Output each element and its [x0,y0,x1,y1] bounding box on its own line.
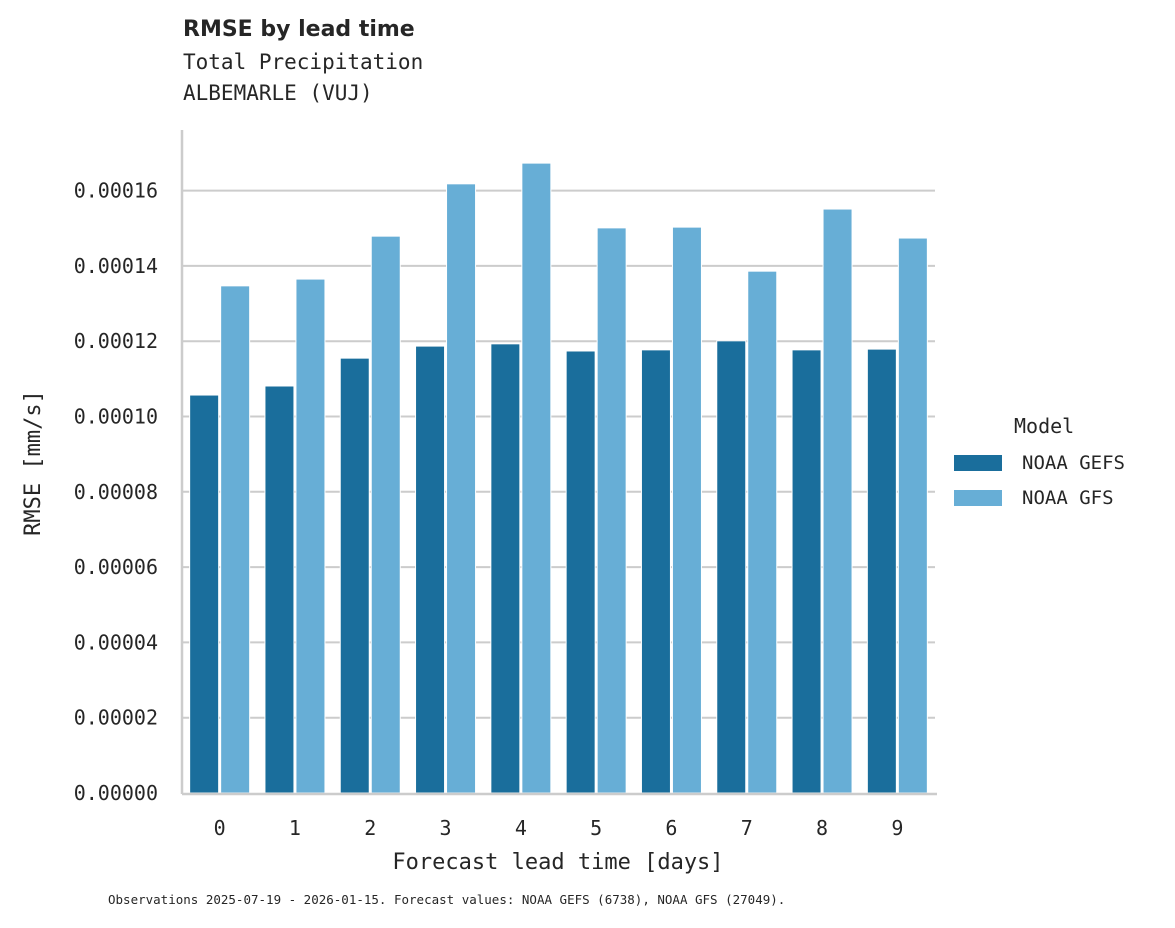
bar-noaa-gefs [565,350,596,794]
x-tick-label: 7 [741,816,753,840]
y-tick-label: 0.00010 [74,405,158,429]
y-tick-label: 0.00000 [74,781,158,805]
bar-noaa-gefs [189,394,220,794]
bar-noaa-gfs [747,270,778,794]
chart-title: RMSE by lead time [183,17,415,42]
bar-noaa-gefs [264,385,295,794]
bar-noaa-gfs [295,278,326,794]
bar-noaa-gfs [596,227,627,794]
chart-subtitle-variable: Total Precipitation [183,50,424,74]
x-tick-label: 6 [665,816,677,840]
bar-noaa-gefs [415,345,446,794]
legend-label-gefs: NOAA GEFS [1022,452,1125,474]
y-tick-label: 0.00002 [74,706,158,730]
x-tick-label: 1 [289,816,301,840]
y-tick-label: 0.00006 [74,555,158,579]
bar-noaa-gfs [220,285,251,794]
x-tick-label: 5 [590,816,602,840]
y-tick-label: 0.00012 [74,329,158,353]
bar-noaa-gfs [521,162,552,794]
bar-noaa-gefs [791,349,822,794]
x-axis-label: Forecast lead time [days] [392,850,723,875]
legend-swatch-gefs [954,455,1002,471]
chart-subtitle-station: ALBEMARLE (VUJ) [183,81,373,105]
bar-noaa-gefs [866,348,897,794]
bar-noaa-gefs [640,349,671,794]
bar-noaa-gfs [446,183,477,794]
bar-noaa-gfs [671,226,702,794]
bar-noaa-gefs [490,343,521,794]
x-tick-label: 9 [891,816,903,840]
bar-noaa-gfs [897,237,928,794]
bar-noaa-gfs [370,235,401,794]
x-tick-label: 2 [364,816,376,840]
bar-noaa-gefs [339,357,370,794]
y-tick-label: 0.00008 [74,480,158,504]
y-tick-label: 0.00014 [74,254,158,278]
legend-swatch-gfs [954,490,1002,506]
bar-noaa-gfs [822,208,853,794]
y-tick-label: 0.00016 [74,179,158,203]
x-tick-label: 8 [816,816,828,840]
bar-noaa-gefs [716,340,747,794]
y-axis-label: RMSE [mm/s] [21,390,46,536]
legend-title: Model [1014,414,1075,438]
footnote: Observations 2025-07-19 - 2026-01-15. Fo… [108,892,786,907]
x-tick-label: 3 [440,816,452,840]
legend-item-gfs: NOAA GFS [954,487,1114,509]
legend-item-gefs: NOAA GEFS [954,452,1125,474]
y-tick-label: 0.00004 [74,630,158,654]
x-tick-label: 4 [515,816,527,840]
x-tick-label: 0 [214,816,226,840]
legend-label-gfs: NOAA GFS [1022,487,1114,509]
